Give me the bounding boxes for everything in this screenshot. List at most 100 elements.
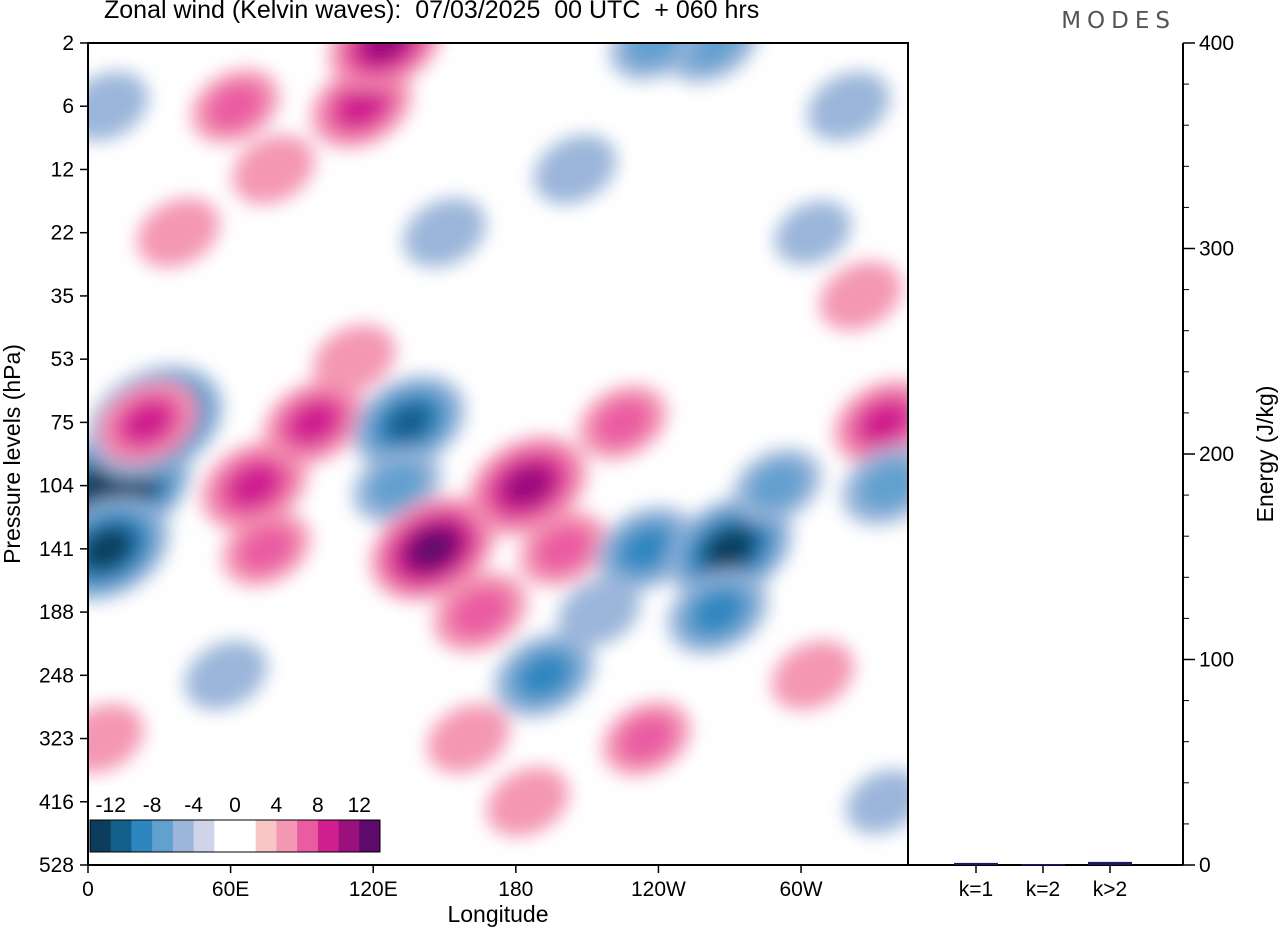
energy-axis: 0 100 200 300 400 <box>1183 32 1234 877</box>
colorbar-swatch <box>255 820 277 852</box>
colorbar: -12 -8 -4 0 4 8 12 <box>88 786 382 856</box>
wind-contour-6 <box>206 81 265 131</box>
wind-contour-8 <box>336 85 387 128</box>
wind-contour-18 <box>411 530 454 567</box>
y-axis-title: Pressure levels (hPa) <box>0 344 25 564</box>
energy-tick-label: 0 <box>1199 854 1211 877</box>
wind-contour-38 <box>771 640 855 710</box>
wind-contour-20 <box>449 586 511 638</box>
wind-contour-7 <box>232 134 315 205</box>
wind-contour-15 <box>368 461 426 510</box>
wind-contour-37 <box>819 261 902 331</box>
wind-contour-16 <box>403 198 486 268</box>
wind-contour-23 <box>557 577 641 647</box>
colorbar-swatch <box>152 820 174 852</box>
wind-contour-12 <box>312 324 396 394</box>
colorbar-swatch <box>193 820 215 852</box>
y-tick-label: 528 <box>39 854 74 877</box>
energy-bar-k>2 <box>1088 861 1132 865</box>
y-tick-label: 104 <box>39 475 74 498</box>
wind-contour-22 <box>519 654 570 697</box>
colorbar-swatch <box>110 820 132 852</box>
energy-tick-label: 100 <box>1199 649 1234 672</box>
colorbar-swatch <box>214 820 236 852</box>
wind-contour-29 <box>624 43 683 68</box>
wind-contour-5 <box>122 401 173 444</box>
y-axis: 2 6 12 22 35 53 75 104 141 188 248 323 416 528 <box>39 32 88 877</box>
y-tick-label: 75 <box>51 411 74 434</box>
y-tick-label: 2 <box>62 32 74 55</box>
y-tick-label: 188 <box>39 601 74 624</box>
colorbar-swatch <box>276 820 298 852</box>
wind-contour-21 <box>534 524 593 574</box>
wind-contour-4 <box>137 198 220 268</box>
x-tick-label: 0 <box>82 878 94 901</box>
colorbar-swatch <box>297 820 319 852</box>
y-tick-label: 141 <box>39 538 74 561</box>
wind-contour-26 <box>693 591 743 634</box>
colorbar-label: 4 <box>271 794 283 817</box>
y-tick-label: 35 <box>51 285 74 308</box>
energy-bar-k=1 <box>954 862 998 865</box>
energy-category-label: k>2 <box>1093 878 1127 901</box>
x-tick-label: 120E <box>349 878 398 901</box>
y-tick-label: 416 <box>39 791 74 814</box>
colorbar-label: -12 <box>96 794 126 817</box>
x-tick-label: 60W <box>779 878 822 901</box>
colorbar-swatch <box>317 820 340 852</box>
brand-logo: MODES <box>1061 8 1176 34</box>
energy-tick-label: 200 <box>1199 443 1234 466</box>
wind-contour-24 <box>621 527 672 570</box>
wind-contour-11 <box>288 401 339 444</box>
hovmoller-panel: -12 -8 -4 0 4 8 12 0 60E 120E 180 120W 60W 2 6 12 22 35… <box>0 32 909 927</box>
colorbar-swatch <box>90 820 112 852</box>
y-tick-label: 53 <box>51 348 74 371</box>
energy-tick-label: 300 <box>1199 238 1234 261</box>
wind-contour-3 <box>88 71 149 141</box>
wind-contour-35 <box>859 401 908 444</box>
colorbar-swatch <box>338 820 360 852</box>
y-tick-label: 323 <box>39 728 74 751</box>
y-tick-label: 6 <box>62 95 74 118</box>
colorbar-label: 8 <box>312 794 324 817</box>
x-tick-label: 120W <box>631 878 686 901</box>
wind-contour-36 <box>858 459 908 512</box>
chart-title: Zonal wind (Kelvin waves): 07/03/2025 00… <box>104 0 760 24</box>
energy-bar-k=2 <box>1021 864 1065 866</box>
energy-axis-title: Energy (J/kg) <box>1252 386 1278 523</box>
colorbar-swatch <box>131 820 153 852</box>
wind-contour-32 <box>617 714 676 763</box>
colorbar-label: 12 <box>348 794 371 817</box>
wind-contour-14 <box>386 403 432 442</box>
energy-category-label: k=2 <box>1026 878 1060 901</box>
x-tick-label: 180 <box>498 878 533 901</box>
energy-panel: k=1 k=2 k>2 0 100 200 300 400 Energy (J/kg) <box>908 32 1278 901</box>
wind-contour-27 <box>748 461 807 510</box>
wind-contour-25 <box>708 530 751 567</box>
x-axis-title: Longitude <box>447 901 548 927</box>
wind-contour-42 <box>807 71 890 141</box>
wind-contour-33 <box>88 703 144 774</box>
wind-contour-2 <box>88 530 129 567</box>
colorbar-frame <box>89 819 381 853</box>
wind-contour-13 <box>237 524 296 574</box>
wind-contour-34 <box>184 640 268 710</box>
wind-contour-30 <box>774 200 852 265</box>
energy-category-label: k=1 <box>959 878 993 901</box>
y-tick-label: 22 <box>51 222 74 245</box>
wind-contour-40 <box>486 767 569 837</box>
wind-contour-19 <box>504 465 552 506</box>
wind-contour-31 <box>593 398 652 447</box>
y-tick-label: 248 <box>39 664 74 687</box>
colorbar-label: -4 <box>184 794 203 817</box>
x-tick-label: 60E <box>212 878 249 901</box>
wind-contour-41 <box>845 769 908 834</box>
colorbar-swatch <box>235 820 257 852</box>
colorbar-swatch <box>359 820 381 852</box>
wind-contour-10 <box>228 463 281 508</box>
energy-bars: k=1 k=2 k>2 <box>954 861 1132 901</box>
colorbar-swatch <box>172 820 195 852</box>
colorbar-label: 0 <box>229 794 241 817</box>
wind-contour-39 <box>427 703 510 774</box>
